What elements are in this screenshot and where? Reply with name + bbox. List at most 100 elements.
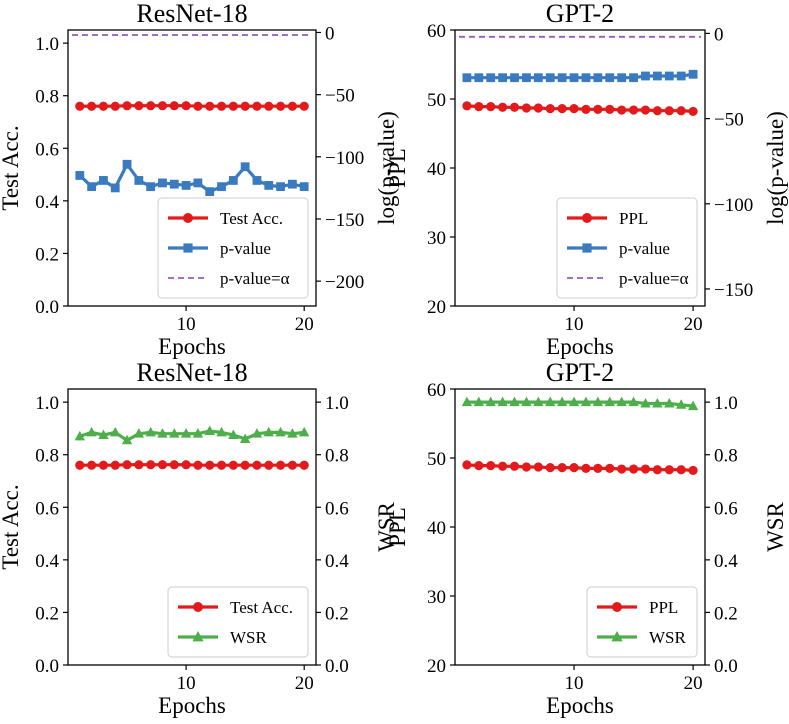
- series-wsr-point: [616, 396, 627, 407]
- legend-label: PPL: [619, 209, 648, 228]
- legend-label: p-value=α: [220, 269, 290, 288]
- legend-box: [157, 197, 309, 299]
- series-p-value-point: [287, 179, 297, 189]
- y-tick-label: 0.4: [35, 192, 59, 213]
- series-ppl-point: [462, 101, 472, 111]
- y2-axis-label: WSR: [374, 501, 399, 552]
- x-tick-label: 20: [295, 314, 314, 335]
- series-ppl-point: [521, 462, 532, 472]
- series-p-value-point: [193, 178, 203, 188]
- y2-tick-label: −150: [714, 280, 753, 301]
- series-ppl-point: [498, 461, 508, 471]
- series-test-acc-point: [122, 101, 132, 111]
- series-ppl-point: [605, 463, 615, 473]
- series-p-value-point: [299, 182, 309, 192]
- series-ppl-point: [688, 465, 698, 476]
- legend: PPL p-value p-value=α: [556, 197, 698, 299]
- series-test-acc-point: [240, 101, 250, 111]
- series-p-value-point: [134, 176, 144, 185]
- chart-title: ResNet-18: [136, 358, 247, 387]
- y2-tick-label: 0: [325, 23, 335, 44]
- series-wsr-point: [216, 426, 227, 437]
- y-tick-label: 0.2: [35, 603, 59, 624]
- series-p-value-point: [498, 73, 508, 83]
- legend: Test Acc. WSR: [167, 586, 309, 658]
- y-tick-label: 0.4: [35, 551, 59, 572]
- y-tick-label: 30: [427, 587, 446, 608]
- series-p-value-point: [617, 73, 627, 83]
- series-test-acc-point: [299, 460, 309, 470]
- y-tick-label: 20: [427, 656, 446, 677]
- y2-tick-label: −100: [325, 148, 364, 169]
- legend-box: [556, 197, 698, 299]
- series-p-value-point: [228, 176, 238, 185]
- series-p-value-point: [474, 73, 484, 83]
- legend-box: [167, 586, 309, 658]
- series-p-value-point: [146, 182, 156, 192]
- y2-tick-label: 0.4: [714, 551, 738, 572]
- series-test-acc-point: [275, 101, 286, 111]
- series-ppl-point: [533, 103, 543, 113]
- series-test-acc-point: [122, 460, 132, 470]
- series-p-value-point: [252, 176, 262, 185]
- series-test-acc-point: [110, 101, 120, 111]
- y-tick-label: 0.6: [35, 139, 59, 160]
- series-p-value-point: [217, 182, 226, 192]
- series-test-acc-point: [169, 460, 179, 470]
- series-test-acc-point: [287, 460, 297, 470]
- series-ppl-point: [557, 104, 567, 114]
- series-test-acc-point: [110, 460, 120, 470]
- y2-axis-label: log(p-value): [374, 111, 399, 225]
- legend-label: p-value: [619, 239, 670, 258]
- legend-marker: [193, 602, 203, 612]
- y2-tick-label: 0.8: [714, 446, 738, 467]
- series-test-acc-point: [205, 460, 215, 470]
- series-ppl-point: [617, 105, 627, 115]
- series-test-acc-point: [134, 101, 144, 111]
- series-wsr-point: [121, 434, 133, 445]
- series-wsr-point: [687, 400, 699, 411]
- y2-tick-label: 1.0: [325, 393, 349, 414]
- series-wsr-point: [74, 430, 86, 441]
- x-axis-label: Epochs: [158, 693, 226, 718]
- series-p-value-point: [664, 71, 674, 81]
- series-test-acc-point: [98, 101, 109, 111]
- series-ppl-point: [533, 462, 543, 472]
- legend-marker: [612, 602, 622, 612]
- series-test-acc-point: [252, 460, 262, 470]
- legend: Test Acc. p-value p-value=α: [157, 197, 309, 299]
- series-ppl-point: [509, 461, 520, 471]
- series-ppl-point: [640, 105, 651, 115]
- series-test-acc-point: [299, 101, 309, 111]
- y-tick-label: 0.8: [35, 87, 59, 108]
- series-ppl-point: [545, 463, 555, 473]
- series-ppl-point: [676, 465, 686, 475]
- series-ppl-point: [474, 101, 484, 112]
- y-tick-label: 0.0: [35, 656, 59, 677]
- y2-tick-label: 0.0: [714, 656, 738, 677]
- series-test-acc-point: [216, 101, 227, 111]
- y2-tick-label: 0.2: [714, 603, 738, 624]
- series-wsr-point: [263, 426, 274, 437]
- series-p-value-point: [545, 73, 555, 83]
- series-p-value-point: [486, 73, 496, 83]
- series-p-value-point: [110, 183, 120, 193]
- x-tick-label: 20: [295, 673, 314, 694]
- series-wsr-point: [628, 396, 639, 407]
- series-p-value-point: [533, 73, 543, 83]
- series-test-acc-point: [205, 101, 215, 111]
- series-wsr-point: [580, 396, 592, 407]
- series-ppl-point: [557, 463, 567, 473]
- series-test-acc-point: [252, 101, 262, 111]
- y2-tick-label: 1.0: [714, 393, 738, 414]
- series-wsr-point: [652, 397, 663, 408]
- series-p-value-point: [158, 178, 167, 188]
- series-ppl-point: [640, 464, 651, 474]
- series-ppl-point: [569, 104, 579, 114]
- series-wsr-point: [180, 428, 192, 438]
- y-axis-label: PPL: [385, 148, 410, 188]
- y2-axis-label: log(p-value): [763, 111, 788, 225]
- series-p-value-point: [629, 73, 638, 83]
- series-test-acc-point: [75, 460, 85, 470]
- series-wsr-point: [204, 425, 215, 436]
